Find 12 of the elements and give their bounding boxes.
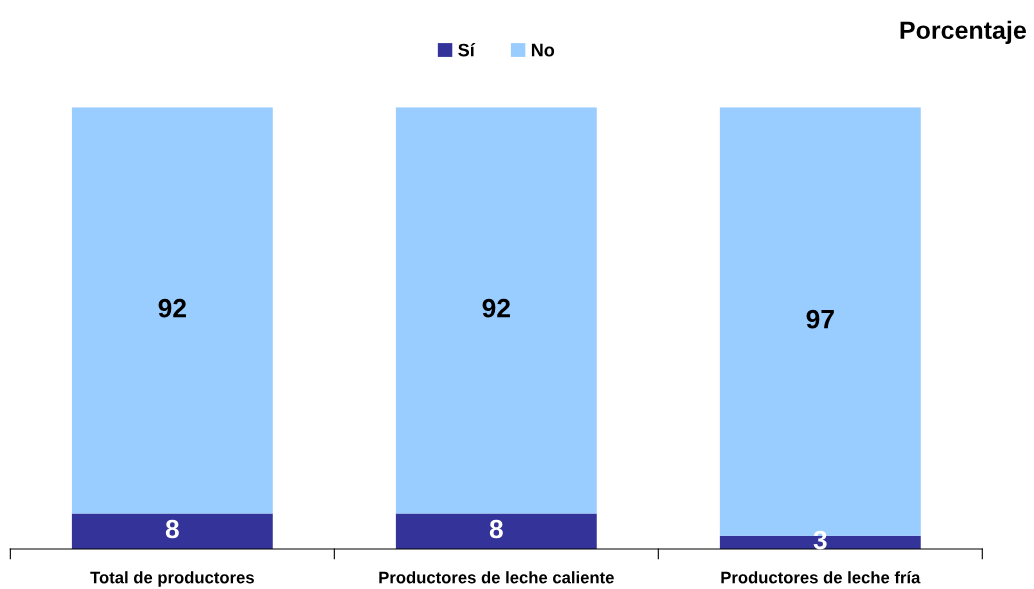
legend-label: No xyxy=(531,43,555,57)
data-label: 97 xyxy=(806,309,834,329)
data-label: 92 xyxy=(158,298,186,318)
x-tick-label: Total de productores xyxy=(90,571,254,587)
data-label: 8 xyxy=(165,519,179,539)
data-label: 8 xyxy=(489,519,503,539)
legend-label: Sí xyxy=(458,43,476,57)
x-tick-label: Productores de leche fría xyxy=(721,571,921,584)
data-label: 3 xyxy=(813,530,827,550)
chart-title: Porcentaje xyxy=(900,20,1026,45)
x-tick-label: Productores de leche caliente xyxy=(379,571,614,584)
data-label: 92 xyxy=(482,298,510,318)
